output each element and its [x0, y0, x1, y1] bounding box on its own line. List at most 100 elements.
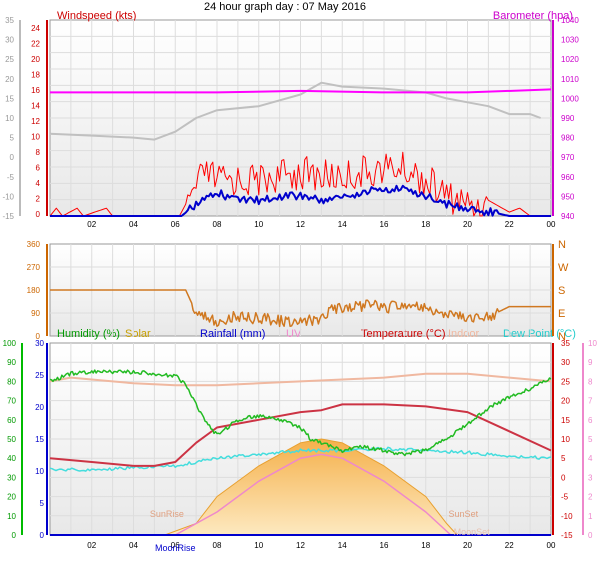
temp-tick-15: 15: [561, 416, 570, 425]
baro-right-tick-950: 950: [561, 192, 575, 201]
temp-tick-10: 10: [561, 435, 570, 444]
dir-left-tick-180: 180: [27, 286, 41, 295]
baro-right-tick-1040: 1040: [561, 16, 579, 25]
wind-outer-tick-20: 20: [5, 75, 14, 84]
uv-tick-9: 9: [588, 358, 593, 367]
wind-outer-tick--5: -5: [7, 173, 15, 182]
wind-outer-tick-15: 15: [5, 94, 14, 103]
wind-direction-line: [50, 289, 551, 328]
dir-compass-3: E: [558, 308, 565, 320]
wind-xtick-10: 10: [254, 220, 263, 229]
rain-tick-25: 25: [35, 371, 44, 380]
hum-tick-0: 0: [12, 531, 17, 540]
wind-outer-tick--10: -10: [2, 192, 14, 201]
uv-tick-0: 0: [588, 531, 593, 540]
indoor-line: [49, 372, 552, 387]
uv-tick-10: 10: [588, 339, 597, 348]
hum-tick-30: 30: [7, 473, 16, 482]
temp-xtick-20: 20: [463, 541, 472, 550]
wind-xtick-12: 12: [296, 220, 305, 229]
temp-tick--10: -10: [561, 512, 573, 521]
wind-left-tick-6: 6: [36, 164, 41, 173]
temp-xtick-02: 02: [87, 541, 96, 550]
wind-xtick-20: 20: [463, 220, 472, 229]
rain-tick-5: 5: [40, 499, 45, 508]
temp-xtick-00: 00: [547, 541, 556, 550]
baro-right-tick-940: 940: [561, 212, 575, 221]
wind-speed-line: [50, 184, 551, 217]
solar-area: [164, 438, 459, 536]
temp-tick-0: 0: [561, 473, 566, 482]
uv-line: [174, 453, 452, 536]
dewpoint-label: Dew Point (°C): [503, 328, 576, 340]
wind-xtick-14: 14: [338, 220, 347, 229]
temp-xtick-12: 12: [296, 541, 305, 550]
wind-left-tick-24: 24: [31, 24, 40, 33]
rain-tick-30: 30: [35, 339, 44, 348]
rain-tick-0: 0: [40, 531, 45, 540]
left-axis-title: Windspeed (kts): [57, 10, 136, 22]
temp-xtick-04: 04: [129, 541, 138, 550]
outer-series-line: [49, 81, 541, 141]
baro-right-tick-970: 970: [561, 153, 575, 162]
temp-tick--5: -5: [561, 493, 569, 502]
dir-compass-0: N: [558, 239, 566, 251]
uv-tick-8: 8: [588, 377, 593, 386]
temp-tick-35: 35: [561, 339, 570, 348]
hum-tick-40: 40: [7, 454, 16, 463]
wind-xtick-00: 00: [547, 220, 556, 229]
wind-left-tick-18: 18: [31, 71, 40, 80]
dir-left-tick-90: 90: [31, 309, 40, 318]
dir-left-tick-0: 0: [36, 332, 41, 341]
temp-xtick-08: 08: [213, 541, 222, 550]
wind-left-tick-0: 0: [36, 210, 41, 219]
uv-tick-5: 5: [588, 435, 593, 444]
wind-outer-tick-5: 5: [10, 134, 15, 143]
dir-compass-4: N: [558, 331, 566, 343]
temp-xtick-10: 10: [254, 541, 263, 550]
wind-xtick-08: 08: [213, 220, 222, 229]
temp-tick-25: 25: [561, 377, 570, 386]
hum-tick-50: 50: [7, 435, 16, 444]
dewpoint-line: [49, 446, 552, 472]
wind-outer-tick-10: 10: [5, 114, 14, 123]
rainfall-label: Rainfall (mm): [200, 328, 265, 340]
wind-left-tick-8: 8: [36, 148, 41, 157]
wind-left-tick-10: 10: [31, 133, 40, 142]
sunrise-label: SunRise: [150, 509, 184, 519]
wind-xtick-16: 16: [380, 220, 389, 229]
temp-xtick-16: 16: [380, 541, 389, 550]
temp-tick-20: 20: [561, 397, 570, 406]
wind-left-tick-16: 16: [31, 86, 40, 95]
hum-tick-10: 10: [7, 512, 16, 521]
moonrise-label: MoonRise: [155, 543, 196, 553]
hum-tick-70: 70: [7, 397, 16, 406]
sunset-label: SunSet: [449, 509, 479, 519]
hum-tick-90: 90: [7, 358, 16, 367]
temp-tick-5: 5: [561, 454, 566, 463]
baro-right-tick-990: 990: [561, 114, 575, 123]
uv-tick-7: 7: [588, 397, 593, 406]
baro-right-tick-1020: 1020: [561, 55, 579, 64]
rain-tick-20: 20: [35, 403, 44, 412]
uv-label: UV: [286, 328, 302, 340]
wind-xtick-22: 22: [505, 220, 514, 229]
temp-xtick-06: 06: [171, 541, 180, 550]
temp-xtick-18: 18: [421, 541, 430, 550]
temperature-label: Temperature (°C): [361, 328, 445, 340]
humidity-line: [49, 369, 552, 457]
indoor-label: Indoor: [448, 328, 480, 340]
temperature-line: [49, 403, 552, 467]
wind-outer-tick-30: 30: [5, 36, 14, 45]
dir-left-tick-360: 360: [27, 240, 41, 249]
hum-tick-60: 60: [7, 416, 16, 425]
hum-tick-100: 100: [3, 339, 17, 348]
temp-xtick-14: 14: [338, 541, 347, 550]
moonset-label: MoonSet: [454, 527, 491, 537]
uv-tick-3: 3: [588, 473, 593, 482]
wind-left-tick-12: 12: [31, 117, 40, 126]
solar-label: Solar: [125, 328, 151, 340]
wind-xtick-06: 06: [171, 220, 180, 229]
wind-outer-tick-0: 0: [10, 153, 15, 162]
